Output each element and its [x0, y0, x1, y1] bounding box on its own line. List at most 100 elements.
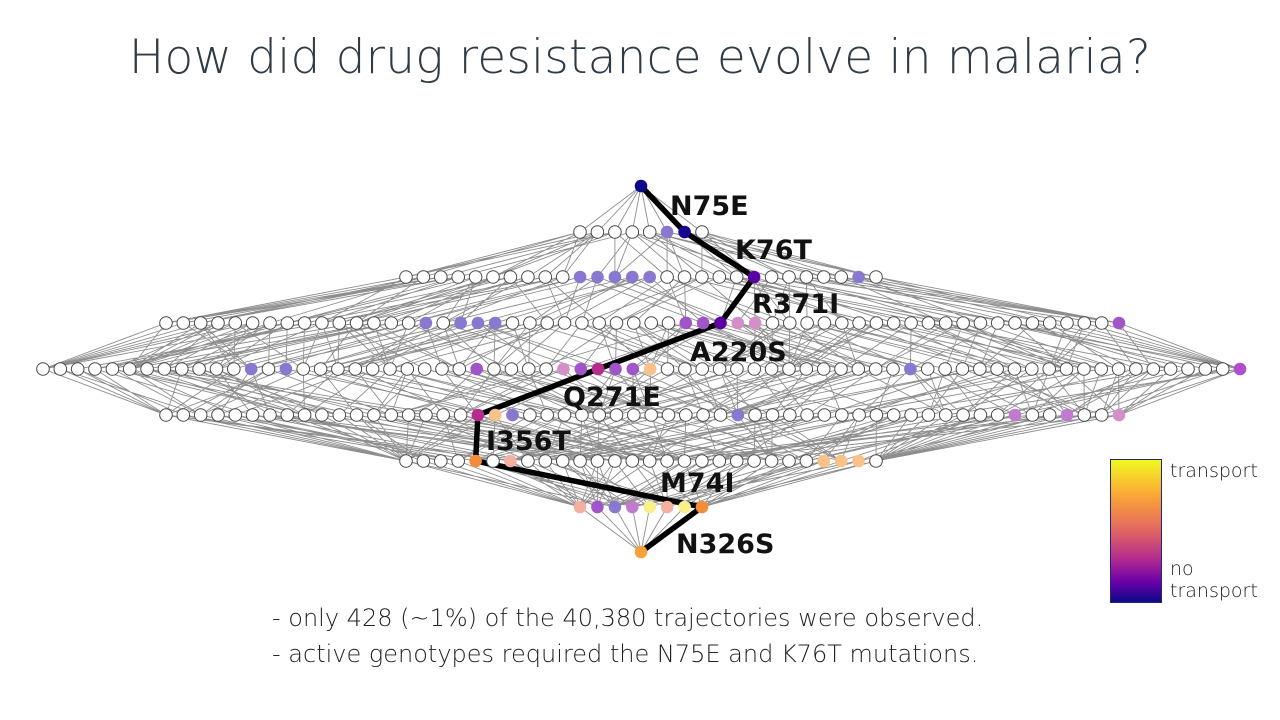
- genotype-node: [590, 454, 605, 468]
- genotype-node-colored: [1060, 408, 1074, 422]
- genotype-node: [1111, 362, 1126, 376]
- genotype-node-colored: [695, 500, 709, 514]
- genotype-node: [401, 316, 416, 330]
- genotype-node: [263, 316, 277, 330]
- genotype-node: [799, 270, 814, 284]
- genotype-node-colored: [731, 316, 745, 330]
- genotype-node: [468, 270, 483, 284]
- genotype-node: [399, 454, 413, 468]
- genotype-node: [1077, 362, 1091, 376]
- genotype-node: [315, 316, 329, 330]
- genotype-node: [315, 408, 329, 422]
- genotype-node: [920, 362, 935, 376]
- genotype-node: [1025, 408, 1040, 422]
- genotype-node: [834, 270, 849, 284]
- genotype-node: [384, 316, 399, 330]
- genotype-node: [1146, 362, 1161, 376]
- genotype-node: [348, 362, 363, 376]
- genotype-node: [660, 362, 675, 376]
- genotype-node-colored: [731, 408, 745, 422]
- genotype-node: [175, 362, 189, 376]
- genotype-node: [487, 362, 501, 376]
- genotype-node: [434, 270, 448, 284]
- genotype-node: [729, 270, 744, 284]
- genotype-node: [990, 316, 1005, 330]
- genotype-node: [660, 454, 674, 468]
- genotype-node: [886, 316, 901, 330]
- genotype-node: [712, 270, 727, 284]
- genotype-node: [729, 454, 744, 468]
- colorbar: [1110, 459, 1162, 603]
- genotype-node: [1077, 316, 1092, 330]
- mutation-label-r371i: R371I: [752, 289, 839, 320]
- genotype-node: [642, 454, 657, 468]
- genotype-node-colored: [1112, 408, 1126, 422]
- genotype-node: [521, 270, 535, 284]
- genotype-node: [696, 408, 710, 422]
- genotype-node-colored: [634, 545, 648, 559]
- genotype-node-colored: [696, 316, 710, 330]
- genotype-node: [451, 270, 466, 284]
- genotype-node: [504, 362, 519, 376]
- genotype-node-colored: [660, 500, 674, 514]
- genotype-node: [590, 225, 605, 239]
- genotype-node: [384, 408, 399, 422]
- genotype-node: [677, 270, 692, 284]
- genotype-node: [695, 270, 709, 284]
- genotype-node: [783, 316, 797, 330]
- genotype-node-colored: [904, 362, 917, 376]
- genotype-node: [1025, 362, 1039, 376]
- genotype-node-colored: [573, 500, 587, 514]
- genotype-node: [748, 408, 762, 422]
- genotype-node: [625, 225, 640, 239]
- genotype-node: [452, 362, 467, 376]
- genotype-node: [434, 454, 448, 468]
- genotype-node-colored: [591, 270, 604, 284]
- genotype-node: [557, 316, 572, 330]
- genotype-node: [1059, 362, 1074, 376]
- genotype-node: [1042, 408, 1057, 422]
- genotype-node: [419, 408, 433, 422]
- genotype-node: [349, 408, 364, 422]
- genotype-node: [453, 408, 468, 422]
- genotype-node: [695, 362, 710, 376]
- genotype-node: [713, 408, 728, 422]
- mutation-labels: N75E K76T R371I A220S Q271E I356T M74I N326S: [486, 191, 839, 560]
- genotype-node-colored: [834, 454, 848, 468]
- genotype-node: [538, 270, 553, 284]
- genotype-node: [1008, 316, 1022, 330]
- genotype-node: [1181, 362, 1195, 376]
- genotype-node: [192, 362, 206, 376]
- genotype-node: [765, 408, 780, 422]
- genotype-node: [921, 316, 936, 330]
- genotype-node: [521, 454, 535, 468]
- genotype-node-colored: [1112, 316, 1126, 330]
- genotype-node: [695, 225, 709, 239]
- genotype-node: [209, 362, 224, 376]
- genotype-node: [782, 362, 796, 376]
- genotype-node: [193, 316, 208, 330]
- note-trajectories: - only 428 (~1%) of the 40,380 trajector…: [272, 604, 984, 632]
- genotype-node: [730, 362, 744, 376]
- genotype-node: [280, 316, 295, 330]
- genotype-node: [296, 362, 311, 376]
- genotype-node: [367, 316, 381, 330]
- genotype-node: [644, 408, 659, 422]
- genotype-node: [1077, 408, 1092, 422]
- genotype-node-colored: [471, 408, 485, 422]
- genotype-node-colored: [506, 408, 519, 422]
- genotype-node: [436, 316, 451, 330]
- page-title: How did drug resistance evolve in malari…: [128, 30, 1152, 85]
- genotype-node: [573, 454, 587, 468]
- genotype-node: [211, 316, 225, 330]
- genotype-node: [367, 408, 381, 422]
- genotype-node: [852, 316, 866, 330]
- mutation-label-k76t: K76T: [735, 235, 812, 266]
- genotype-node: [1094, 408, 1109, 422]
- genotype-node: [416, 454, 431, 468]
- genotype-node: [800, 408, 814, 422]
- genotype-node: [921, 408, 936, 422]
- genotype-node: [400, 362, 415, 376]
- genotype-node-colored: [634, 179, 648, 193]
- genotype-node: [990, 362, 1004, 376]
